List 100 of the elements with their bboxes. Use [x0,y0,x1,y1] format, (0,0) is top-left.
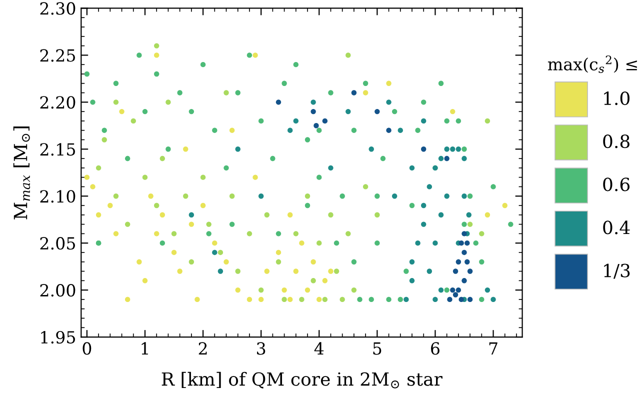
point [252,174,258,180]
point [276,259,282,264]
x-tick-label: 3 [257,342,266,355]
point [452,292,458,298]
y-tick-label: 1.95 [41,330,75,344]
point [96,165,102,171]
point [328,165,334,171]
point [96,212,102,218]
x-tick-label: 1 [142,342,148,355]
point [450,287,456,293]
legend-label: 1/3 [604,264,630,279]
point [288,296,293,302]
point [113,231,119,236]
point [386,128,392,133]
point [421,222,426,227]
point [346,52,351,58]
point [235,146,240,152]
point [304,287,310,293]
point [194,296,200,302]
point [415,240,420,246]
legend-label: 1.0 [604,91,630,106]
point [479,231,484,236]
point [322,118,328,124]
point [386,100,392,105]
point [466,212,472,218]
point [462,278,467,284]
point [171,250,177,256]
y-tick-label: 2.00 [40,284,76,297]
x-axis-title: R [km] of QM core in 2M$_{⊙}$ star [162,372,442,389]
point [154,202,160,208]
point [322,278,328,284]
point [235,287,240,293]
point [409,165,415,171]
point [113,194,119,199]
point [188,222,194,227]
point [464,259,470,264]
point [351,90,357,96]
point [421,202,426,208]
point [362,90,368,96]
point [444,156,450,162]
point [444,194,450,199]
point [188,212,194,218]
point [462,250,467,256]
point [119,108,124,114]
point [398,128,403,133]
point [113,100,119,105]
point [258,287,264,293]
legend-label: 0.4 [603,220,630,234]
point [154,43,160,48]
point [142,174,148,180]
point [322,296,328,302]
point [456,259,462,264]
point [426,268,432,274]
point [224,90,229,96]
point [293,268,299,274]
point [409,259,415,264]
point [148,194,154,199]
point [452,268,458,274]
x-tick-label: 7 [489,342,498,355]
point [212,250,218,256]
point [502,202,508,208]
point [392,194,398,199]
point [142,278,148,284]
point [328,212,334,218]
point [154,52,160,58]
y-tick-label: 2.05 [40,237,75,250]
point [456,287,462,293]
point [421,118,426,124]
x-tick-label: 4 [314,342,324,355]
point [235,268,240,274]
y-tick-label: 2.15 [40,143,75,156]
point [293,118,299,124]
point [450,146,456,152]
point [310,278,316,284]
y-tick-label: 2.20 [40,96,76,109]
point [84,174,90,180]
point [458,296,464,302]
y-axis-title: M$_{max}$ [M$_{⊙}$] [13,126,30,220]
point [464,240,470,246]
point [310,259,316,264]
point [299,240,304,246]
point [206,222,212,227]
point [438,156,444,162]
point [276,100,282,105]
point [374,212,380,218]
point [258,194,264,199]
point [438,287,444,293]
point [386,80,392,86]
point [258,296,264,302]
point [229,194,235,199]
point [351,287,357,293]
point [136,259,142,264]
point [314,123,319,128]
point [340,296,345,302]
point [432,296,438,302]
point [368,146,374,152]
point [154,231,160,236]
point [276,250,282,256]
point [288,128,293,133]
point [467,296,473,302]
